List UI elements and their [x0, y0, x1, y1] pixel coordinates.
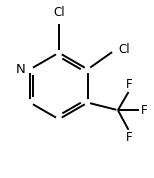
Text: F: F: [126, 77, 133, 90]
Text: N: N: [16, 63, 26, 76]
Text: Cl: Cl: [53, 6, 65, 19]
Text: F: F: [141, 104, 147, 117]
Text: Cl: Cl: [118, 43, 130, 56]
Text: F: F: [126, 131, 133, 144]
